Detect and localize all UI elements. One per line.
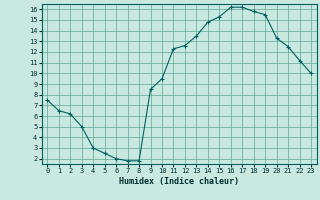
X-axis label: Humidex (Indice chaleur): Humidex (Indice chaleur) [119, 177, 239, 186]
